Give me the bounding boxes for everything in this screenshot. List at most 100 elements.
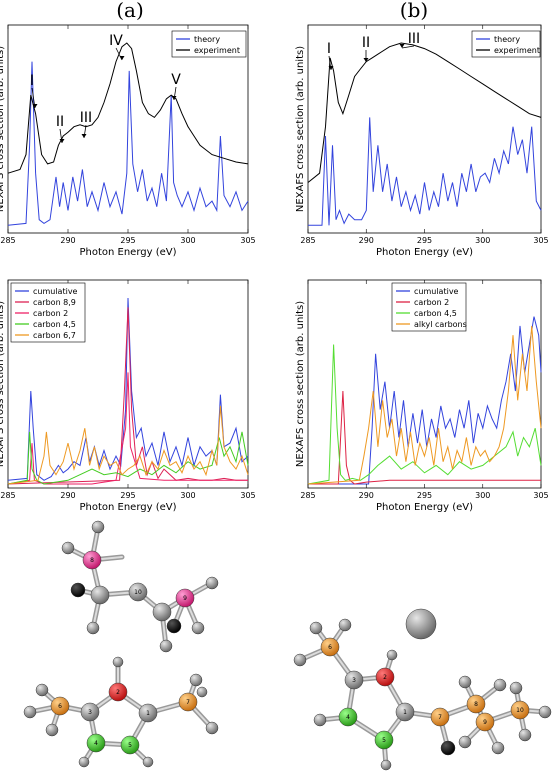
atom-number: 5 — [128, 742, 132, 749]
x-tick-label: 290 — [60, 236, 75, 245]
atom-number: 3 — [88, 709, 92, 716]
atom-black — [70, 582, 86, 598]
atom-orange — [466, 694, 486, 714]
atom-number: 7 — [186, 699, 190, 706]
atom-grey — [380, 759, 392, 771]
legend-entry: theory — [494, 35, 520, 44]
x-tick-label: 305 — [240, 491, 255, 500]
arrow-head — [81, 134, 87, 138]
x-tick-label: 295 — [120, 491, 135, 500]
atom-orange — [475, 712, 495, 732]
x-tick-label: 300 — [475, 236, 490, 245]
atom-black — [440, 740, 456, 756]
atom-grey — [491, 741, 505, 755]
series-line-carbon-6-7 — [7, 405, 249, 485]
series-line-experiment — [307, 42, 542, 183]
chart-2: 285 290 295 300 305 Photon Energy (eV) NEXAFS … — [295, 24, 549, 258]
chart-4: 285 290 295 300 305 Photon Energy (eV) NEXAFS … — [295, 279, 549, 513]
legend-box — [471, 30, 541, 58]
atom-orange — [510, 700, 530, 720]
x-axis-label: Photon Energy (eV) — [79, 247, 176, 258]
atom-grey — [128, 582, 148, 602]
atom-number: 4 — [346, 714, 350, 721]
x-tick-label: 285 — [300, 491, 315, 500]
atom-grey — [395, 702, 415, 722]
x-tick-label: 285 — [300, 236, 315, 245]
arrow-head — [59, 139, 65, 143]
atom-number: 8 — [474, 701, 478, 708]
atom-number: 7 — [438, 714, 442, 721]
arrow-head — [363, 58, 369, 62]
atom-grey — [493, 678, 507, 692]
atom-red — [375, 667, 395, 687]
atom-number: 2 — [116, 689, 120, 696]
peak-annotation-III: III — [408, 31, 420, 47]
annotation-arrow — [401, 45, 415, 49]
legend-entry: carbon 4,5 — [33, 320, 76, 329]
y-axis-label: NEXAFS cross section (arb. units) — [0, 301, 6, 467]
peak-annotation-II: II — [56, 114, 64, 130]
atom-grey — [61, 541, 75, 555]
chart-1: 285 290 295 300 305 Photon Energy (eV) NEXAFS … — [0, 24, 256, 258]
atom-black — [166, 618, 182, 634]
arrow-head — [119, 56, 125, 60]
atom-grey — [142, 756, 154, 768]
peak-annotation-IV: IV — [109, 33, 123, 49]
legend-entry: carbon 6,7 — [33, 331, 76, 340]
atom-grey — [205, 721, 219, 735]
legend-entry: theory — [194, 35, 220, 44]
peak-annotation-I: I — [30, 73, 34, 89]
atom-grey — [309, 621, 323, 635]
atom-orange — [320, 637, 340, 657]
x-axis-label: Photon Energy (eV) — [376, 247, 473, 258]
x-tick-label: 305 — [240, 236, 255, 245]
atom-grey — [344, 670, 364, 690]
x-tick-label: 295 — [417, 491, 432, 500]
atom-grey — [509, 681, 523, 695]
atom-grey — [405, 608, 437, 640]
atom-grey — [313, 713, 327, 727]
atom-orange — [50, 696, 70, 716]
charts-layer: 285 290 295 300 305 Photon Energy (eV) NEXAFS … — [0, 24, 549, 513]
panel-label-a: (a) — [116, 0, 144, 22]
series-line-cumulative — [308, 316, 542, 485]
atom-grey — [45, 723, 59, 737]
atom-pink — [82, 550, 102, 570]
series-line-carbon-2 — [7, 372, 248, 485]
arrow-head — [171, 96, 177, 100]
atom-number: 10 — [134, 589, 142, 596]
panel-label-b: (b) — [400, 0, 428, 22]
atom-green — [338, 707, 358, 727]
series-line-carbon-2 — [308, 390, 541, 485]
atom-grey — [458, 675, 472, 689]
legend-box — [171, 30, 247, 58]
atom-grey — [86, 621, 100, 635]
atom-grey — [196, 686, 208, 698]
atom-grey — [191, 621, 205, 635]
chart-3: 285 290 295 300 305 Photon Energy (eV) NEXAFS … — [0, 279, 256, 513]
x-axis-label: Photon Energy (eV) — [376, 502, 473, 513]
y-axis-label: NEXAFS cross section (arb. units) — [295, 46, 306, 212]
legend-entry: experiment — [194, 46, 240, 55]
x-tick-label: 295 — [120, 236, 135, 245]
x-tick-label: 300 — [180, 491, 195, 500]
atom-grey — [458, 735, 472, 749]
x-tick-label: 290 — [359, 236, 374, 245]
atom-grey — [205, 576, 219, 590]
legend-entry: carbon 2 — [414, 298, 449, 307]
atom-grey — [338, 618, 352, 632]
atom-grey — [138, 703, 158, 723]
series-line-theory — [7, 61, 249, 226]
atom-number: 2 — [383, 674, 387, 681]
atom-orange — [178, 692, 198, 712]
arrow-head — [399, 44, 405, 48]
series-line-carbon-4-5 — [307, 344, 542, 485]
atom-grey — [189, 673, 203, 687]
x-tick-label: 300 — [180, 236, 195, 245]
atom-number: 1 — [403, 709, 407, 716]
atom-number: 9 — [183, 595, 187, 602]
atom-grey — [80, 702, 100, 722]
atom-grey — [78, 756, 90, 768]
atom-pink — [175, 588, 195, 608]
